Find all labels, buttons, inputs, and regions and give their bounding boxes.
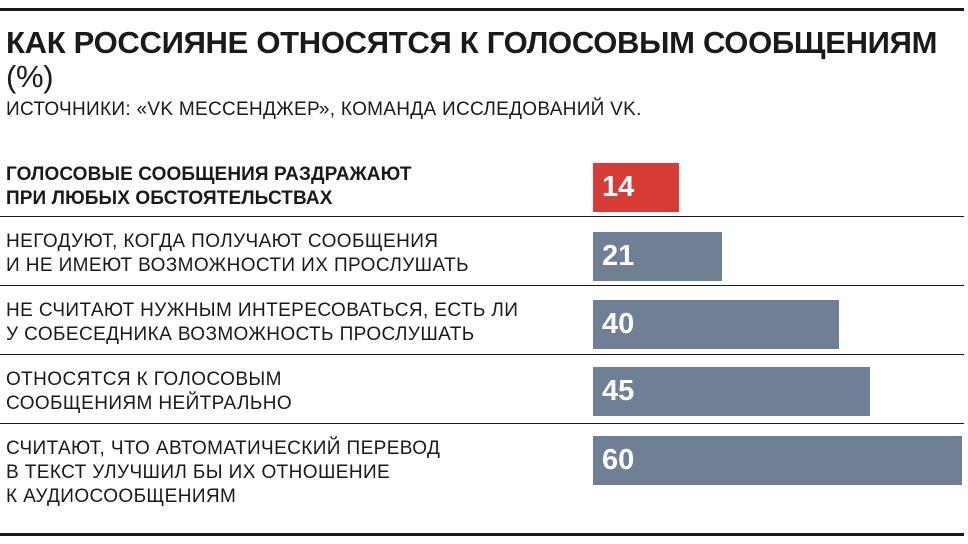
row-divider xyxy=(0,285,964,286)
bar xyxy=(593,436,962,485)
category-label: ОТНОСЯТСЯ К ГОЛОСОВЫМ СООБЩЕНИЯМ НЕЙТРАЛ… xyxy=(6,369,293,414)
bar xyxy=(593,367,870,416)
data-label: 45 xyxy=(602,375,635,407)
category-label: НЕ СЧИТАЮТ НУЖНЫМ ИНТЕРЕСОВАТЬСЯ, ЕСТЬ Л… xyxy=(6,300,519,345)
top-rule xyxy=(0,8,964,11)
bar xyxy=(593,300,839,349)
row-divider xyxy=(0,354,964,355)
data-label: 14 xyxy=(602,171,635,203)
bar-chart: ГОЛОСОВЫЕ СООБЩЕНИЯ РАЗДРАЖАЮТ ПРИ ЛЮБЫХ… xyxy=(0,150,968,530)
row-divider xyxy=(0,216,964,217)
category-label: СЧИТАЮТ, ЧТО АВТОМАТИЧЕСКИЙ ПЕРЕВОД В ТЕ… xyxy=(6,438,441,507)
bottom-rule xyxy=(0,533,964,536)
chart-title: КАК РОССИЯНЕ ОТНОСЯТСЯ К ГОЛОСОВЫМ СООБЩ… xyxy=(6,26,946,94)
chart-row: СЧИТАЮТ, ЧТО АВТОМАТИЧЕСКИЙ ПЕРЕВОД В ТЕ… xyxy=(0,424,964,530)
category-label: НЕГОДУЮТ, КОГДА ПОЛУЧАЮТ СООБЩЕНИЯ И НЕ … xyxy=(6,231,469,276)
data-label: 21 xyxy=(602,240,635,272)
category-label: ГОЛОСОВЫЕ СООБЩЕНИЯ РАЗДРАЖАЮТ ПРИ ЛЮБЫХ… xyxy=(6,164,412,209)
chart-row: НЕГОДУЮТ, КОГДА ПОЛУЧАЮТ СООБЩЕНИЯ И НЕ … xyxy=(0,217,964,286)
chart-row: ГОЛОСОВЫЕ СООБЩЕНИЯ РАЗДРАЖАЮТ ПРИ ЛЮБЫХ… xyxy=(0,150,964,217)
bar xyxy=(593,232,722,281)
bar xyxy=(593,163,679,212)
title-unit: (%) xyxy=(6,59,54,94)
chart-row: НЕ СЧИТАЮТ НУЖНЫМ ИНТЕРЕСОВАТЬСЯ, ЕСТЬ Л… xyxy=(0,286,964,355)
data-label: 60 xyxy=(602,444,635,476)
chart-row: ОТНОСЯТСЯ К ГОЛОСОВЫМ СООБЩЕНИЯМ НЕЙТРАЛ… xyxy=(0,355,964,424)
data-label: 40 xyxy=(602,308,635,340)
row-divider xyxy=(0,423,964,424)
title-text: КАК РОССИЯНЕ ОТНОСЯТСЯ К ГОЛОСОВЫМ СООБЩ… xyxy=(6,25,938,60)
source-note: ИСТОЧНИКИ: «VK МЕССЕНДЖЕР», КОМАНДА ИССЛ… xyxy=(6,99,642,120)
